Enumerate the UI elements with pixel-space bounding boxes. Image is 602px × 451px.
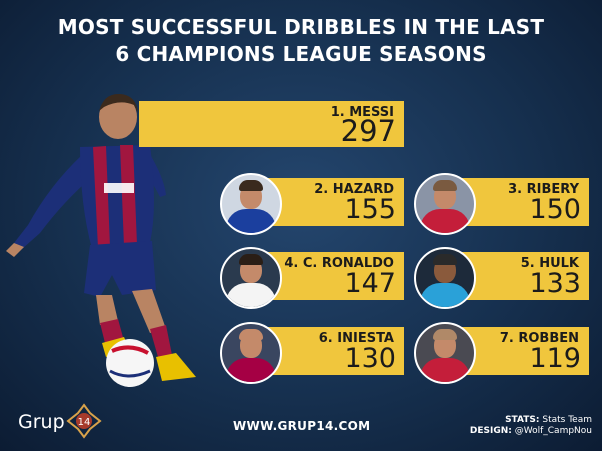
player-name-label: 4. C. RONALDO (284, 256, 394, 271)
stats-value: Stats Team (542, 415, 592, 425)
title-line-2: 6 CHAMPIONS LEAGUE SEASONS (115, 42, 487, 66)
player-name-label: 2. HAZARD (314, 182, 394, 197)
credits-block: STATS: Stats Team DESIGN: @Wolf_CampNou (470, 415, 592, 437)
design-value: @Wolf_CampNou (514, 426, 592, 436)
stats-label: STATS: (505, 415, 540, 425)
player-photo-icon (220, 247, 282, 309)
player-photo-icon (220, 322, 282, 384)
player-name-label: 7. ROBBEN (499, 331, 579, 346)
grup14-logo-text: Grup (18, 411, 65, 433)
grup14-logo-icon: 14 (66, 403, 102, 439)
player-photo-icon (414, 173, 476, 235)
player-name-label: 5. HULK (520, 256, 579, 271)
title-line-1: MOST SUCCESSFUL DRIBBLES IN THE LAST (57, 15, 545, 39)
dribble-value: 297 (340, 114, 396, 148)
website-url: WWW.GRUP14.COM (233, 419, 371, 433)
player-name-label: 6. INIESTA (318, 331, 394, 346)
player-photo-icon (414, 322, 476, 384)
dribble-value: 130 (344, 343, 396, 374)
dribble-value: 155 (344, 194, 396, 225)
chart-title: MOST SUCCESSFUL DRIBBLES IN THE LAST 6 C… (0, 14, 602, 68)
player-photo-icon (414, 247, 476, 309)
player-photo-icon (220, 173, 282, 235)
grup14-logo-number: 14 (78, 417, 91, 428)
dribble-value: 150 (529, 194, 581, 225)
dribble-value: 147 (344, 268, 396, 299)
dribble-value: 119 (529, 343, 581, 374)
player-name-label: 1. MESSI (330, 105, 394, 120)
messi-player-illustration (6, 93, 196, 387)
player-name-label: 3. RIBERY (508, 182, 579, 197)
dribble-value: 133 (529, 268, 581, 299)
design-label: DESIGN: (469, 426, 512, 436)
rank-card-messi: 1. MESSI 297 (139, 101, 404, 147)
